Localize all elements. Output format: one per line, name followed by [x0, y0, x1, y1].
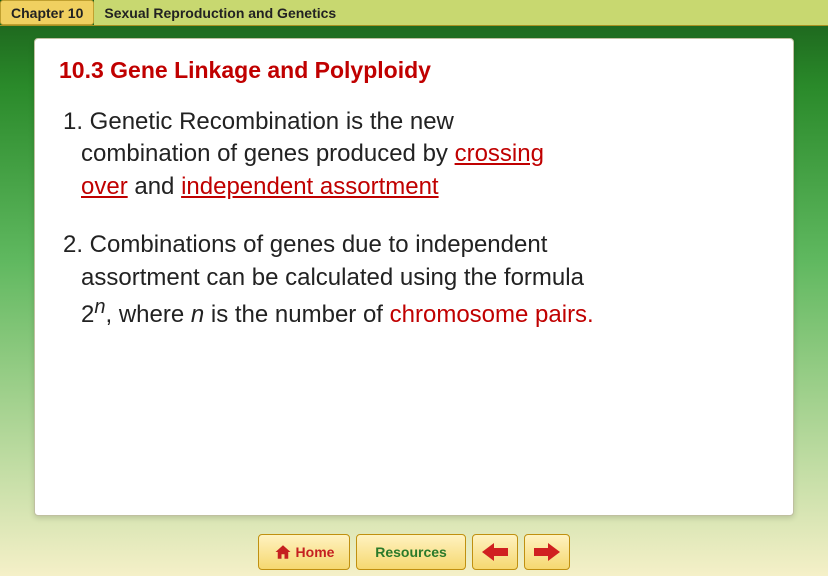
point-1: 1. Genetic Recombination is the new comb…: [59, 106, 769, 203]
home-icon: [274, 543, 292, 561]
content-panel: 10.3 Gene Linkage and Polyploidy 1. Gene…: [34, 38, 794, 516]
home-label: Home: [296, 544, 335, 560]
p2-line3c: is the number of: [204, 301, 389, 328]
keyword-chromosome-pairs: chromosome pairs.: [390, 301, 594, 328]
arrow-left-icon: [480, 541, 510, 563]
point-2: 2. Combinations of genes due to independ…: [59, 229, 769, 331]
chapter-title: Sexual Reproduction and Genetics: [104, 5, 336, 21]
p1-line2a: combination of genes produced by: [81, 140, 455, 167]
chapter-tab: Chapter 10: [0, 0, 94, 25]
chapter-label: Chapter 10: [11, 5, 83, 21]
nav-bar: Home Resources: [0, 534, 828, 570]
prev-button[interactable]: [472, 534, 518, 570]
p2-line3b: , where: [105, 301, 190, 328]
resources-label: Resources: [375, 544, 447, 560]
keyword-indep-assort: independent assortment: [181, 173, 439, 200]
home-button[interactable]: Home: [258, 534, 350, 570]
p2-line2: assortment can be calculated using the f…: [63, 262, 769, 294]
p2-var: n: [191, 301, 204, 328]
keyword-crossing: crossing: [455, 140, 544, 167]
p1-line3a: and: [128, 173, 181, 200]
p2-lead: 2. Combinations of genes due to independ…: [63, 231, 547, 258]
chapter-title-bar: Sexual Reproduction and Genetics: [94, 0, 828, 25]
p2-base: 2: [81, 301, 94, 328]
p2-exponent: n: [94, 296, 105, 318]
section-title: 10.3 Gene Linkage and Polyploidy: [59, 57, 769, 84]
keyword-over: over: [81, 173, 128, 200]
header-bar: Chapter 10 Sexual Reproduction and Genet…: [0, 0, 828, 26]
next-button[interactable]: [524, 534, 570, 570]
p1-lead: 1. Genetic Recombination is the new: [63, 108, 454, 135]
resources-button[interactable]: Resources: [356, 534, 466, 570]
arrow-right-icon: [532, 541, 562, 563]
